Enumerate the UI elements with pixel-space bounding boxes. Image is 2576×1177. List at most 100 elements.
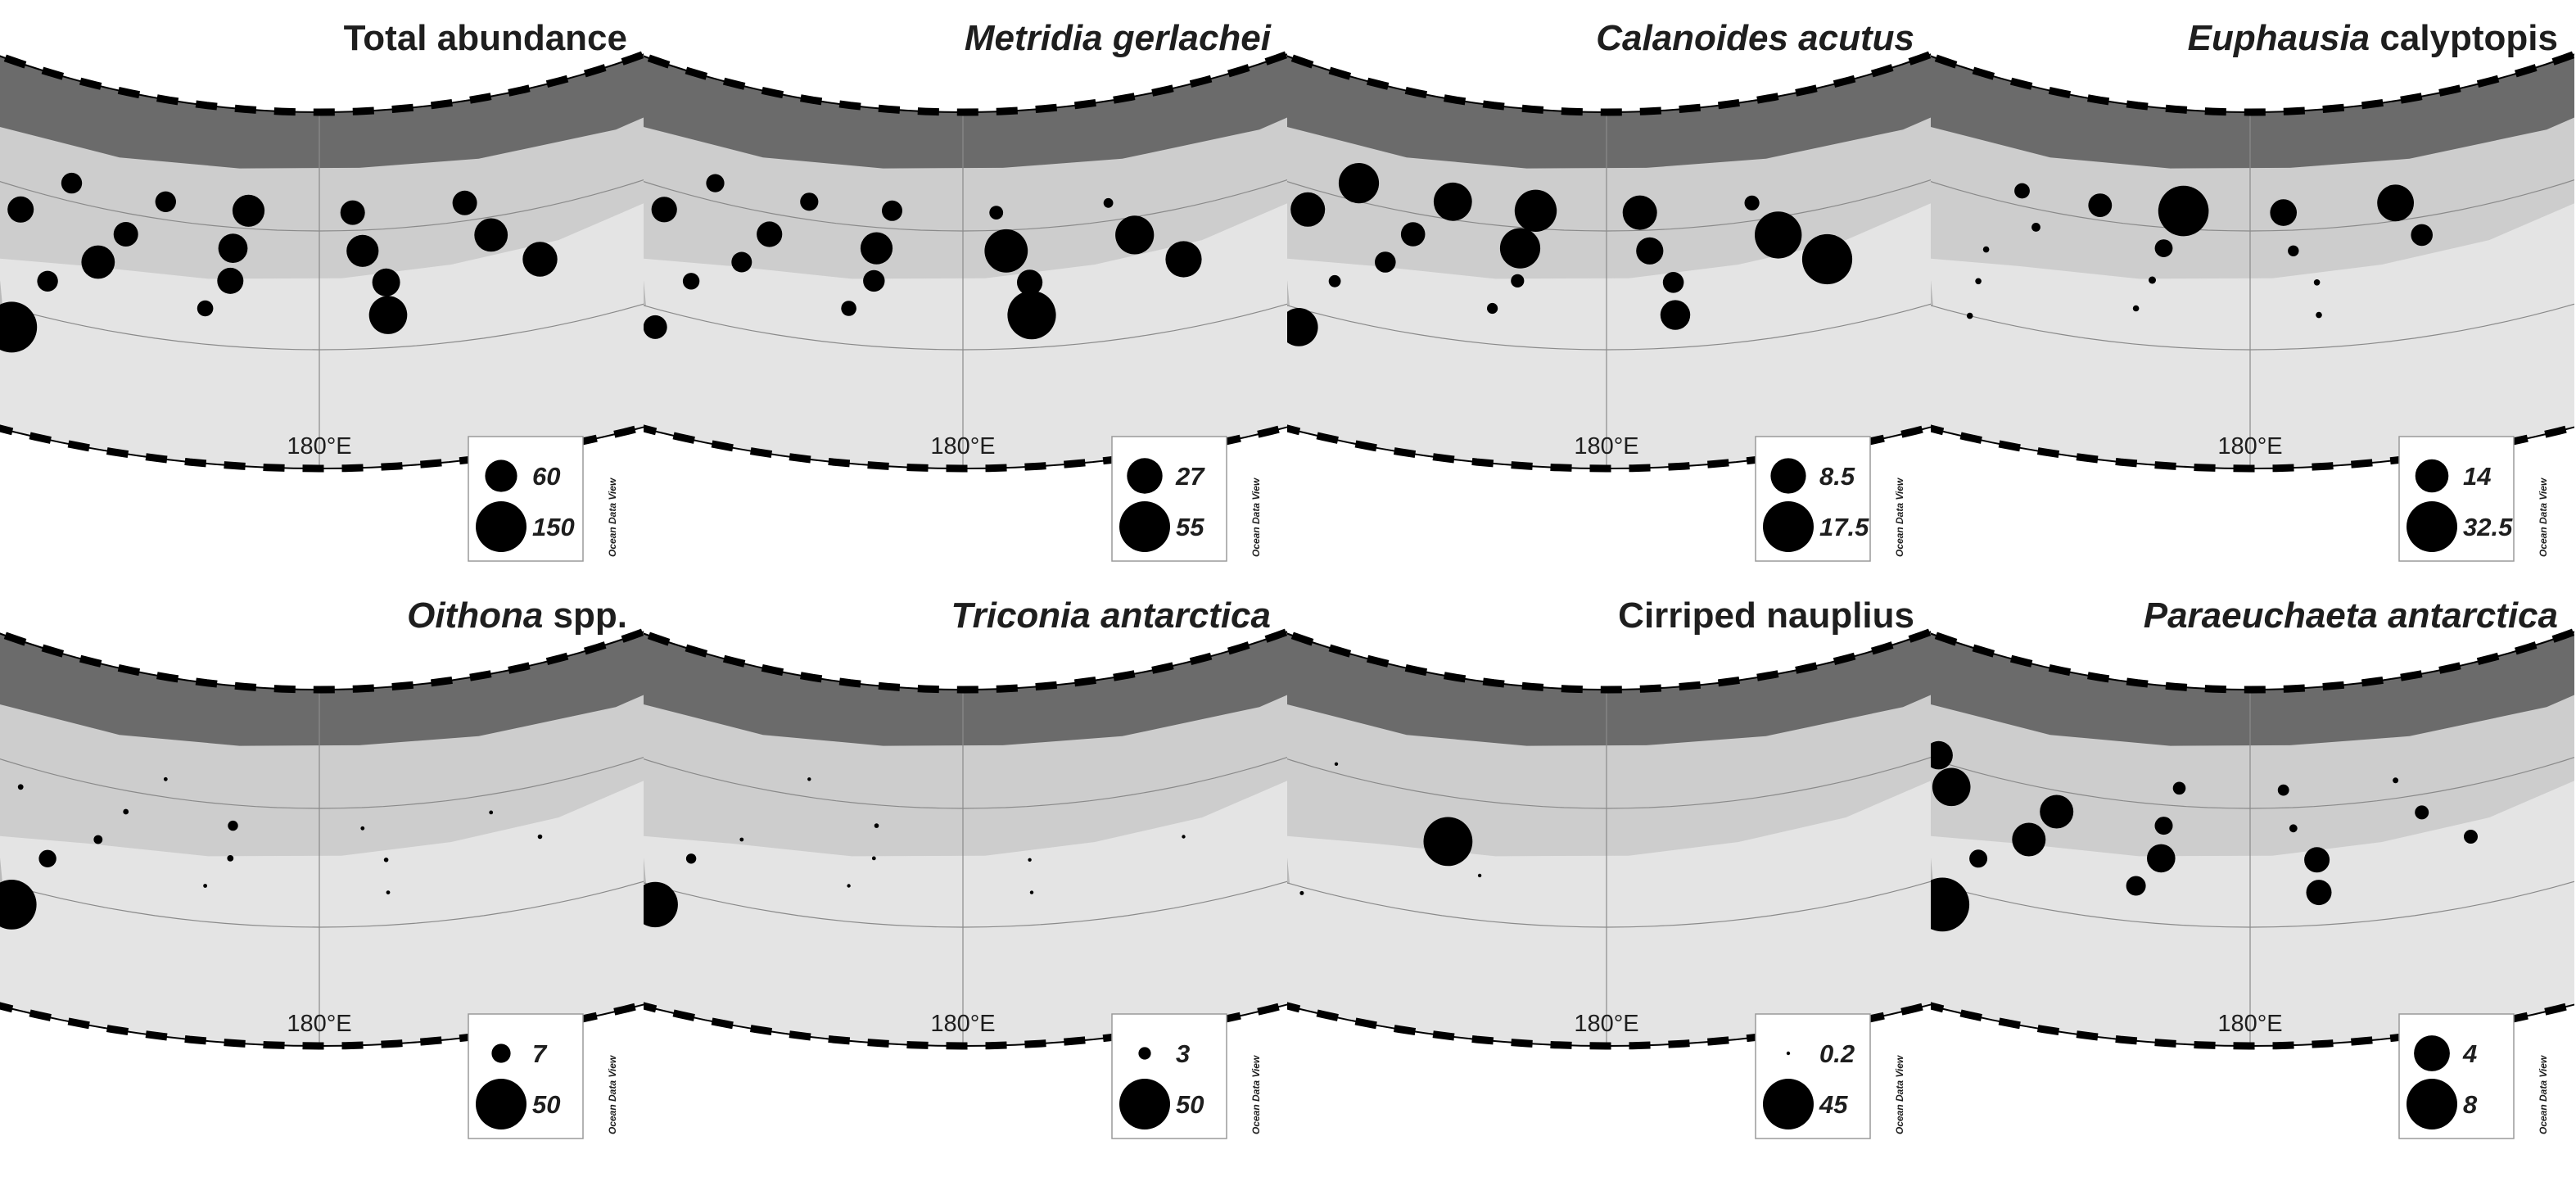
station-bubble	[155, 191, 176, 212]
station-bubble	[227, 855, 234, 862]
station-bubble	[1931, 740, 1953, 770]
map-panel-metridia-gerlachei: 160°E170°E180°E170°W160°W72°S76°S80°SOce…	[644, 0, 1287, 575]
legend-bubble	[485, 459, 517, 492]
map-title: Paraeuchaeta antarctica	[2144, 594, 2558, 638]
station-bubble	[2313, 279, 2321, 286]
station-bubble	[682, 273, 700, 290]
station-bubble	[1182, 835, 1186, 839]
station-bubble	[1338, 163, 1380, 204]
station-bubble	[2304, 847, 2330, 873]
legend-bubble	[2407, 501, 2457, 552]
station-bubble	[1932, 767, 1971, 807]
station-bubble	[2149, 276, 2156, 284]
legend-bubble	[1763, 1079, 1814, 1129]
station-bubble	[2158, 185, 2209, 237]
station-bubble	[0, 301, 38, 353]
station-bubble	[0, 880, 37, 930]
legend-value: 45	[1819, 1090, 1848, 1119]
polar-map: 160°E170°E180°E170°W160°W72°S76°S80°SOce…	[0, 0, 644, 562]
map-frame-ticks	[644, 627, 1287, 694]
polar-map: 160°E170°E180°E170°W160°W72°S76°S80°SOce…	[644, 577, 1287, 1139]
legend-bubble	[2415, 459, 2449, 493]
map-frame-ticks	[0, 1000, 644, 1050]
station-bubble	[489, 810, 494, 815]
station-bubble	[1423, 817, 1473, 867]
station-bubble	[232, 194, 265, 227]
station-bubble	[1744, 195, 1760, 211]
station-bubble	[706, 174, 725, 192]
station-bubble	[1662, 272, 1684, 293]
bubble-legend: 27 55	[1111, 436, 1227, 562]
legend-value: 8.5	[1819, 462, 1855, 491]
station-bubble	[1328, 274, 1341, 287]
station-bubble	[1622, 195, 1657, 230]
station-bubble	[1103, 197, 1114, 208]
parallel-line	[1287, 577, 1931, 809]
station-bubble	[2088, 193, 2113, 217]
station-bubble	[1287, 308, 1318, 346]
polar-map: 160°E170°E180°E170°W160°W72°S76°S80°SOce…	[1931, 577, 2574, 1139]
station-bubble	[1975, 278, 1982, 285]
station-bubble	[1299, 890, 1304, 895]
station-bubble	[1969, 849, 1988, 868]
map-panel-oithona-spp-: 160°E170°E180°E170°W160°W72°S76°S80°SOce…	[0, 577, 644, 1152]
map-frame-ticks	[0, 627, 644, 694]
legend-bubble	[1770, 458, 1806, 494]
station-bubble	[2147, 844, 2176, 873]
station-bubble	[2316, 311, 2322, 319]
station-bubble	[841, 301, 856, 316]
map-title: Calanoides acutus	[1596, 16, 1914, 61]
legend-bubble	[1127, 458, 1163, 494]
polar-map: 160°E170°E180°E170°W160°W72°S76°S80°SOce…	[0, 577, 644, 1139]
station-bubble	[346, 234, 379, 267]
station-bubble	[2172, 781, 2186, 795]
station-bubble	[2154, 817, 2173, 835]
station-bubble	[228, 820, 238, 831]
station-bubble	[197, 300, 214, 317]
station-bubble	[1966, 312, 1973, 319]
map-title-part: Metridia gerlachei	[964, 18, 1271, 58]
legend-bubble	[476, 1079, 526, 1129]
map-panel-total-abundance: 160°E170°E180°E170°W160°W72°S76°S80°SOce…	[0, 0, 644, 575]
map-panel-calanoides-acutus: 160°E170°E180°E170°W160°W72°S76°S80°SOce…	[1287, 0, 1931, 575]
longitude-label: 180°E	[287, 433, 351, 459]
station-bubble	[1165, 241, 1202, 278]
map-title-part: Euphausia	[2187, 18, 2370, 58]
parallel-line	[0, 577, 644, 809]
bubble-legend: 8.5 17.5	[1755, 436, 1871, 562]
polar-map: 160°E170°E180°E170°W160°W72°S76°S80°SOce…	[1287, 577, 1931, 1139]
map-title-part: calyptopis	[2370, 18, 2558, 58]
longitude-label: 180°E	[2217, 433, 2282, 459]
station-bubble	[1400, 222, 1426, 247]
bubble-legend: 7 50	[468, 1013, 584, 1139]
legend-bubble	[1786, 1051, 1791, 1056]
map-frame-ticks	[1931, 1000, 2574, 1050]
map-frame-ticks	[1931, 50, 2574, 116]
station-bubble	[360, 826, 365, 831]
station-bubble	[644, 881, 678, 928]
station-bubble	[383, 858, 389, 862]
map-title-part: Triconia antarctica	[951, 595, 1271, 636]
station-bubble	[340, 200, 365, 225]
legend-value: 4	[2462, 1039, 2477, 1068]
station-bubble	[38, 849, 56, 867]
station-bubble	[2270, 199, 2297, 226]
map-frame-ticks	[1287, 627, 1931, 694]
station-bubble	[860, 232, 893, 265]
station-bubble	[2288, 245, 2299, 256]
station-bubble	[800, 192, 819, 211]
parallel-line	[1287, 0, 1931, 351]
legend-bubble	[2414, 1035, 2450, 1071]
station-bubble	[123, 808, 129, 815]
legend-value: 14	[2463, 462, 2491, 491]
station-bubble	[1801, 233, 1853, 285]
parallel-line	[1931, 577, 2574, 809]
map-frame-ticks	[644, 1000, 1287, 1050]
legend-value: 8	[2463, 1090, 2478, 1119]
map-frame-ticks	[1287, 423, 1931, 473]
station-bubble	[2277, 784, 2289, 796]
map-title: Total abundance	[344, 16, 627, 61]
parallel-line	[0, 0, 644, 351]
longitude-label: 180°E	[2217, 1011, 2282, 1037]
station-bubble	[651, 197, 677, 223]
